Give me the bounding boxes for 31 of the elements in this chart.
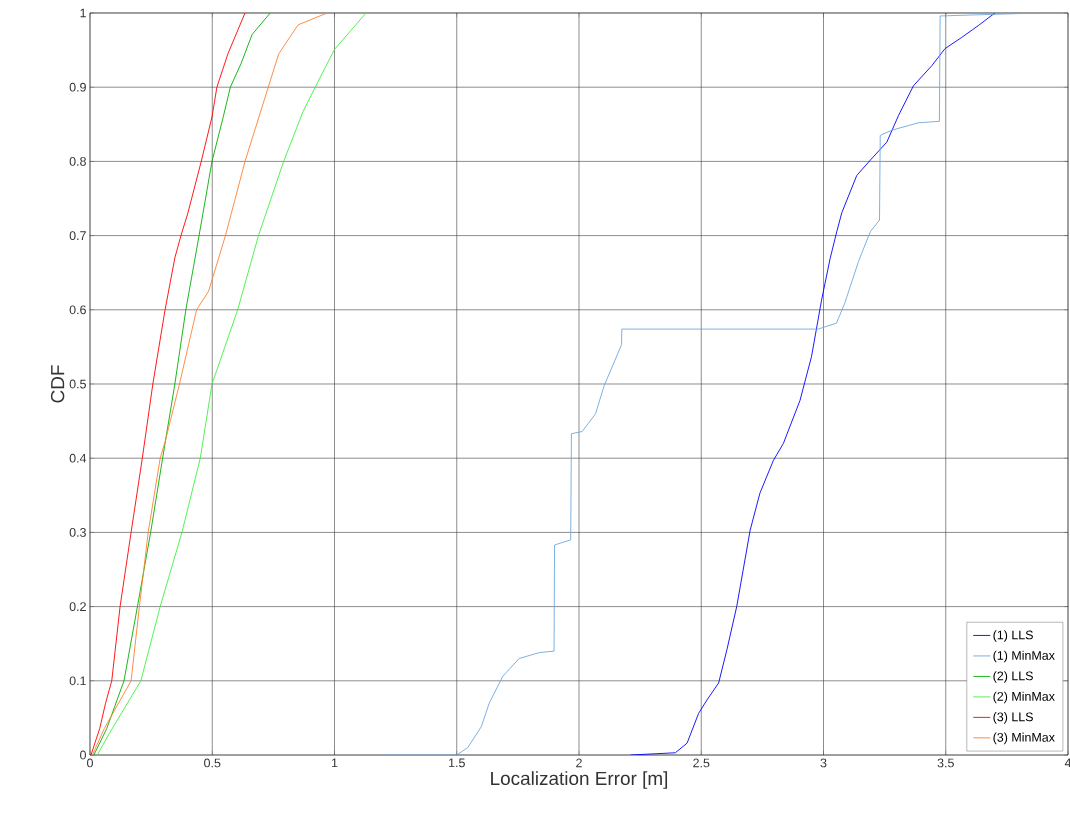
y-tick-label: 0.3	[69, 528, 86, 537]
line-series	[92, 12, 328, 755]
x-tick-label: 1	[331, 758, 338, 768]
y-tick-label: 0.2	[69, 602, 86, 612]
y-tick-label: 0.1	[69, 676, 86, 686]
y-tick-label: 0.8	[69, 156, 86, 166]
y-axis-title: CDF	[50, 365, 65, 403]
legend-label: (2) LLS	[993, 671, 1033, 683]
legend-label: (1) LLS	[993, 630, 1033, 642]
x-tick-label: 0	[87, 758, 93, 768]
legend-label: (2) MinMax	[993, 691, 1055, 704]
x-tick-label: 3	[820, 758, 827, 768]
legend-label: (3) LLS	[993, 712, 1033, 724]
y-tick-label: 0.6	[69, 305, 86, 315]
x-axis-title: Localization Error [m]	[491, 771, 668, 789]
legend-label: (1) MinMax	[993, 650, 1055, 663]
y-tick-label: 0	[80, 750, 86, 760]
x-tick-label: 2.5	[693, 758, 710, 768]
x-tick-label: 0.5	[204, 758, 221, 768]
y-tick-label: 0.9	[69, 82, 86, 92]
line-series	[96, 12, 367, 755]
y-tick-label: 0.5	[69, 379, 86, 389]
x-tick-label: 1.5	[449, 758, 465, 768]
line-series	[90, 12, 246, 755]
y-tick-label: 1	[80, 8, 86, 18]
line-series	[93, 12, 271, 755]
y-tick-label: 0.7	[69, 231, 86, 241]
y-tick-label: 0.4	[69, 453, 87, 463]
x-tick-label: 2	[576, 758, 582, 768]
legend-label: (3) MinMax	[993, 732, 1055, 745]
x-tick-label: 3.5	[937, 758, 954, 768]
